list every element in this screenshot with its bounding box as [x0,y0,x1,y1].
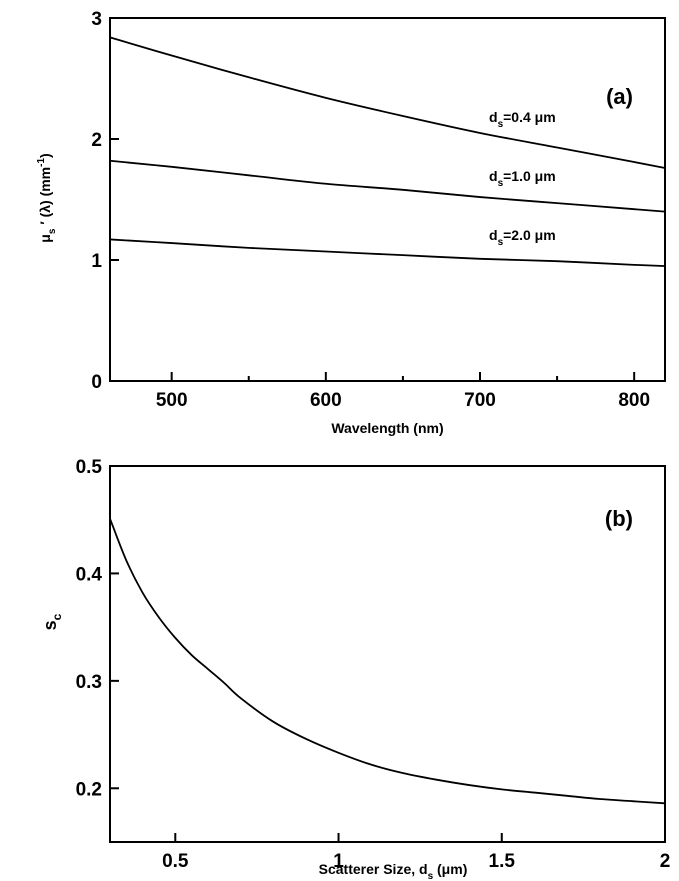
y-tick-label: 0.3 [76,672,102,693]
x-tick-label: 2 [660,851,671,872]
series-line-0-0 [109,36,666,169]
x-tick-label: 500 [156,390,188,411]
y-tick-label: 1 [91,251,102,272]
x-tick-label: 600 [310,390,342,411]
x-tick-label: 1.5 [489,851,516,872]
x-tick-label: 1 [333,851,344,872]
panel-b-label: (b) [605,506,633,531]
series-line-0-1 [109,159,666,213]
panel-b: (b) sc Scatterer Size, ds (μm) 0.5 1 1.5 2 0… [40,457,670,881]
y-tick-label: 0.5 [76,457,103,478]
panel-a: (a) ds=0.4 μm ds=1.0 μm ds=2.0 μm μs ′ (… [36,9,666,436]
x-tick-label: 0.5 [162,851,189,872]
panel-a-label: (a) [606,84,633,109]
x-tick-label: 800 [618,390,650,411]
y-tick-label: 0.2 [76,779,102,800]
x-tick-label: 700 [464,390,496,411]
curve-label-1.0: ds=1.0 μm [489,168,556,189]
curve-label-2.0: ds=2.0 μm [489,227,556,248]
y-tick-label: 0.4 [76,564,103,585]
panel-b-xlabel: Scatterer Size, ds (μm) [319,861,468,881]
series-line-0-2 [109,238,666,267]
panel-a-ylabel: μs ′ (λ) (mm-1) [36,153,58,242]
y-tick-label: 2 [91,130,102,151]
y-tick-label: 0 [91,372,102,393]
series-line-1-0 [109,518,666,805]
curve-label-0.4: ds=0.4 μm [489,109,556,130]
x-axis-title: Wavelength (nm) [331,420,443,436]
plot-frame [109,17,666,382]
plot-frame [109,465,666,843]
panel-b-ylabel: sc [40,613,64,630]
y-tick-label: 3 [91,9,102,30]
